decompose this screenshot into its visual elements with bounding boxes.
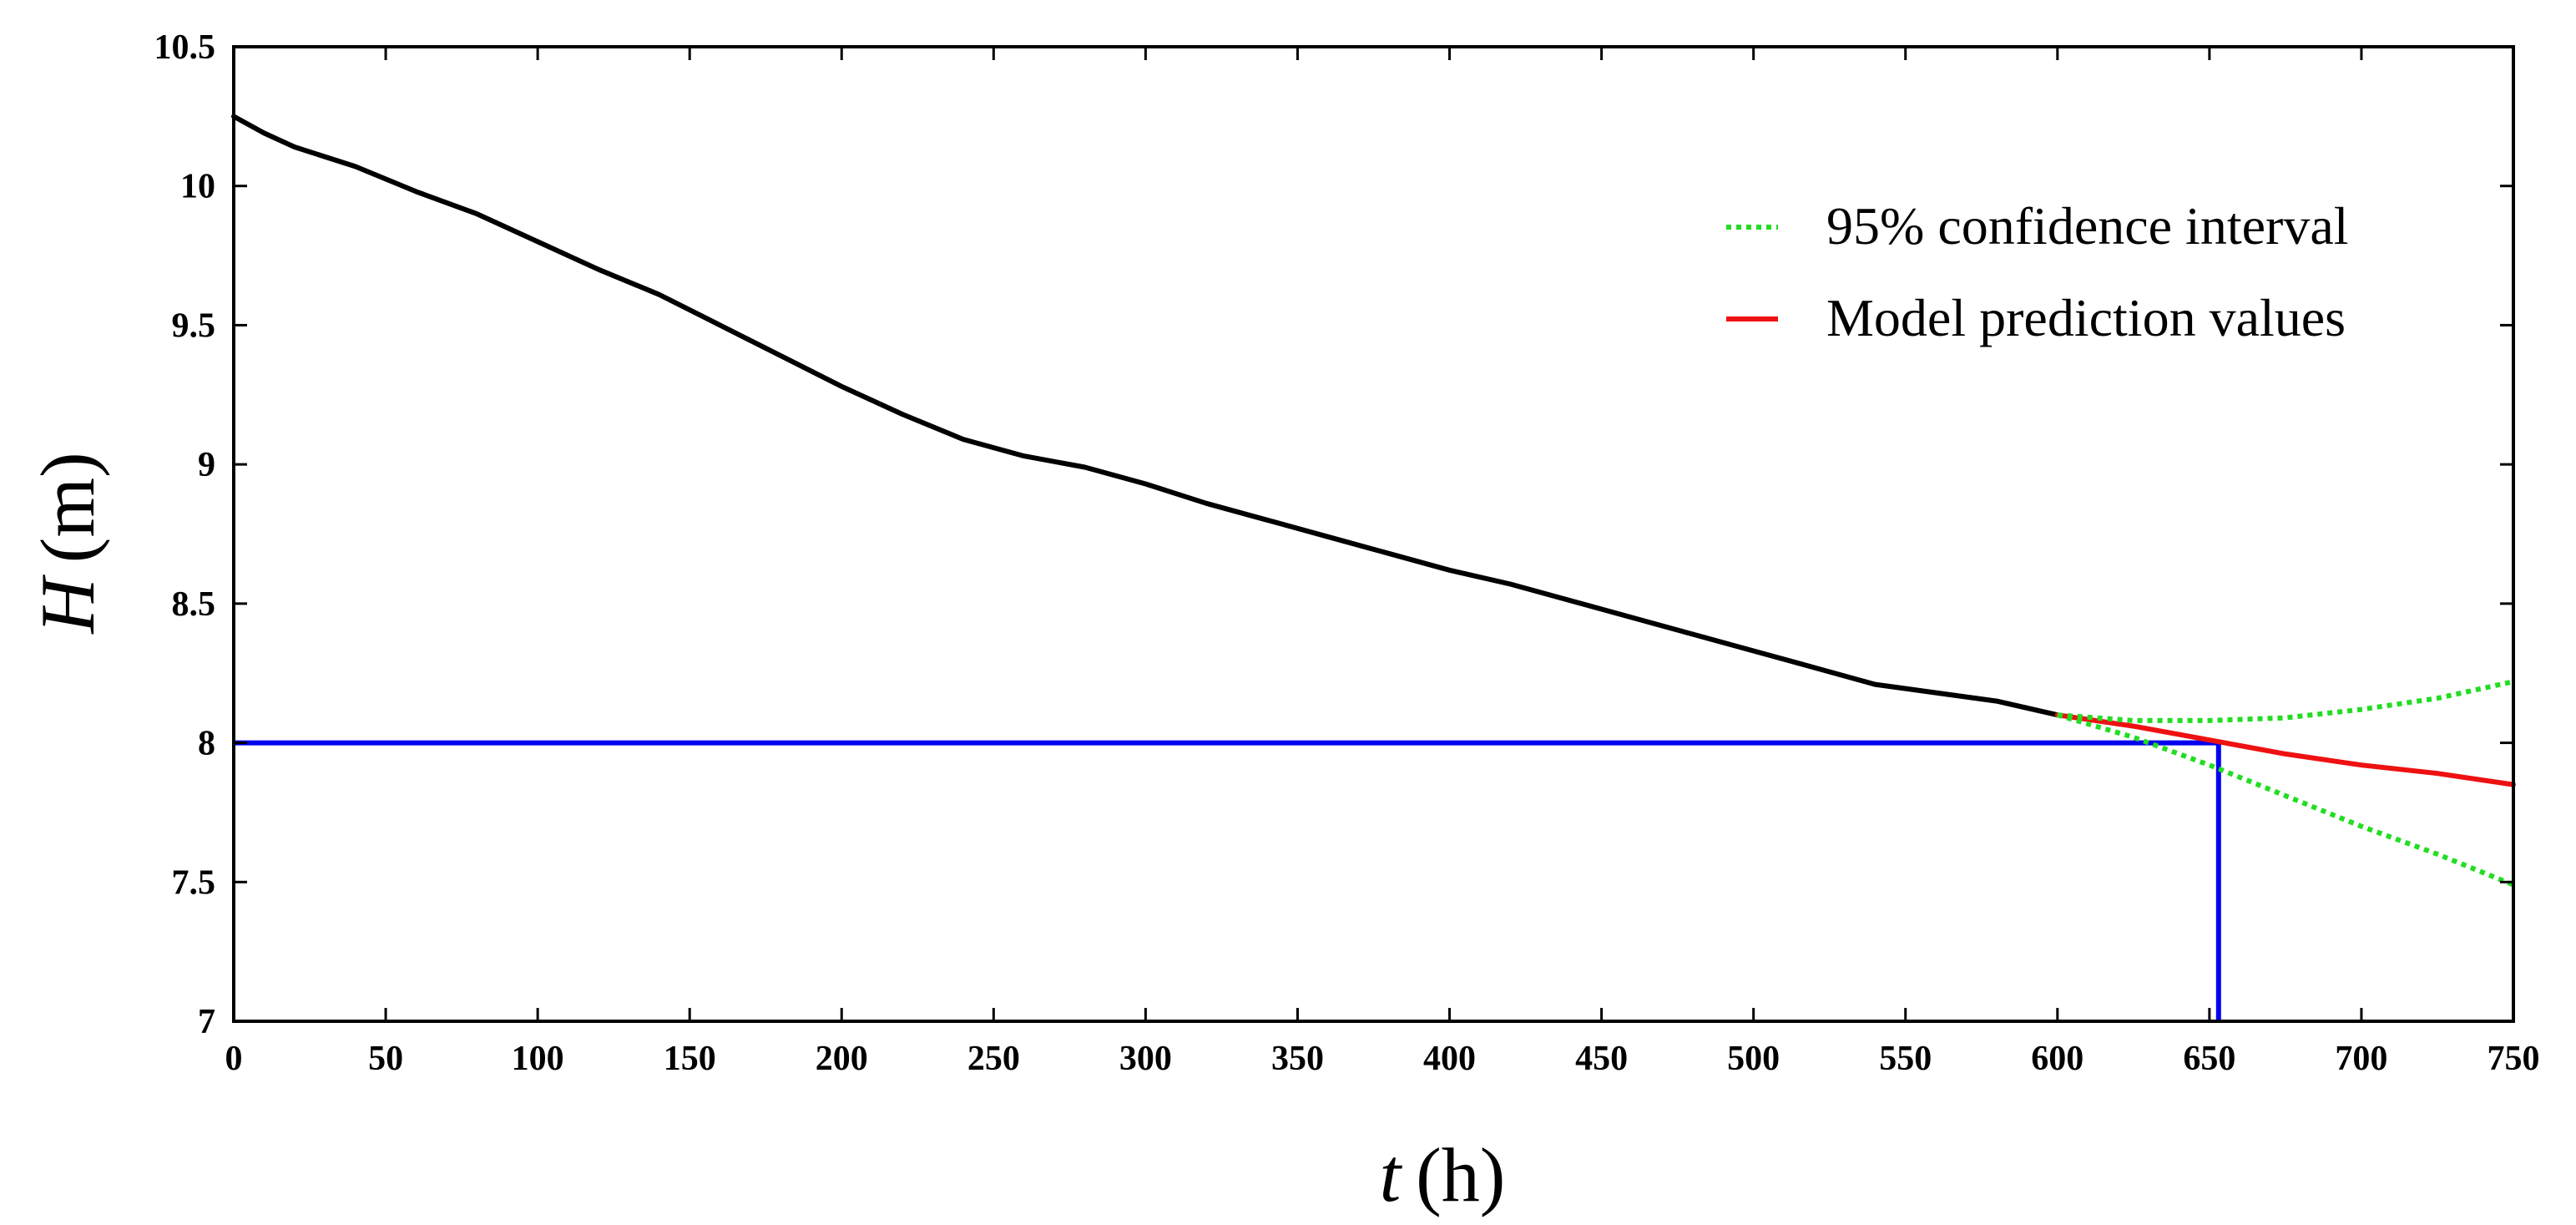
x-tick-label: 750 xyxy=(2488,1040,2540,1078)
x-tick-label: 300 xyxy=(1119,1040,1172,1078)
x-tick-label: 100 xyxy=(512,1040,564,1078)
y-tick-label: 9.5 xyxy=(172,306,216,345)
x-tick-label: 650 xyxy=(2183,1040,2235,1078)
series-line-ci_upper xyxy=(2057,679,2514,723)
y-tick-label: 8 xyxy=(198,725,215,763)
x-tick-label: 350 xyxy=(1271,1040,1324,1078)
tick-labels: 0 50 100 150 200 250 300 350 400 450 500 550 600 650 7… xyxy=(154,28,2540,1078)
series-line-observed xyxy=(231,114,2060,718)
y-tick-label: 10 xyxy=(180,168,215,206)
x-tick-label: 500 xyxy=(1727,1040,1780,1078)
y-axis-label: H (m) xyxy=(25,452,110,634)
x-tick-label: 0 xyxy=(225,1040,243,1078)
x-axis-unit: (h) xyxy=(1416,1132,1505,1217)
legend: 95% confidence interval Model prediction… xyxy=(1726,196,2349,347)
x-tick-label: 600 xyxy=(2031,1040,2084,1078)
x-tick-label: 50 xyxy=(368,1040,403,1078)
y-axis-variable: H xyxy=(25,575,110,635)
y-tick-label: 7 xyxy=(198,1003,215,1041)
legend-label-prediction: Model prediction values xyxy=(1826,288,2346,347)
x-tick-label: 150 xyxy=(664,1040,716,1078)
y-tick-label: 7.5 xyxy=(172,863,216,902)
x-axis-label: t (h) xyxy=(1380,1132,1506,1217)
plot-area xyxy=(231,114,2516,1021)
y-tick-label: 9 xyxy=(198,446,215,484)
x-tick-label: 400 xyxy=(1423,1040,1476,1078)
x-tick-label: 200 xyxy=(816,1040,868,1078)
x-tick-label: 450 xyxy=(1575,1040,1628,1078)
series-line-prediction xyxy=(2054,712,2516,787)
axis-ticks xyxy=(232,45,2515,1023)
x-tick-label: 700 xyxy=(2335,1040,2387,1078)
y-tick-label: 10.5 xyxy=(154,28,216,67)
x-axis-variable: t xyxy=(1380,1132,1403,1217)
x-tick-label: 550 xyxy=(1879,1040,1932,1078)
legend-label-confidence: 95% confidence interval xyxy=(1826,196,2349,256)
plot-frame xyxy=(232,45,2515,1023)
series-line-ci_lower xyxy=(2056,712,2515,888)
y-axis-unit: (m) xyxy=(25,452,110,563)
x-tick-label: 250 xyxy=(967,1040,1020,1078)
y-tick-label: 8.5 xyxy=(172,585,216,624)
